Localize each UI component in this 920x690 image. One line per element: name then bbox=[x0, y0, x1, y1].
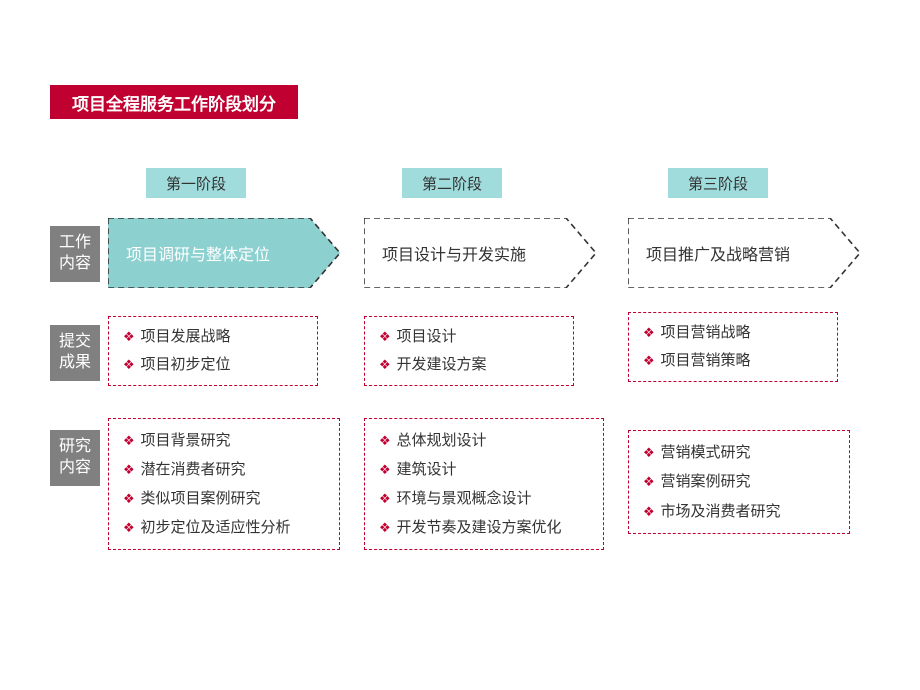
bullet-icon: ❖ bbox=[643, 441, 654, 466]
row-label-line: 内容 bbox=[59, 254, 91, 275]
bullet-icon: ❖ bbox=[123, 353, 134, 377]
research-item: ❖类似项目案例研究 bbox=[123, 484, 339, 513]
deliverable-item: ❖开发建设方案 bbox=[379, 351, 573, 380]
bullet-icon: ❖ bbox=[379, 487, 390, 512]
phase-arrow-text-2: 项目设计与开发实施 bbox=[364, 218, 566, 288]
bullet-icon: ❖ bbox=[379, 458, 390, 483]
bullet-icon: ❖ bbox=[643, 500, 654, 525]
research-text: 市场及消费者研究 bbox=[660, 497, 780, 526]
row-label-line: 成果 bbox=[59, 353, 91, 374]
deliverable-text: 项目营销策略 bbox=[660, 347, 750, 376]
deliverable-box-2: ❖项目设计❖开发建设方案 bbox=[364, 316, 574, 386]
bullet-icon: ❖ bbox=[123, 516, 134, 541]
bullet-icon: ❖ bbox=[123, 487, 134, 512]
research-text: 营销模式研究 bbox=[660, 438, 750, 467]
bullet-icon: ❖ bbox=[123, 325, 134, 349]
bullet-icon: ❖ bbox=[379, 325, 390, 349]
research-item: ❖市场及消费者研究 bbox=[643, 497, 849, 526]
research-text: 初步定位及适应性分析 bbox=[140, 513, 290, 542]
phase-label-3: 第三阶段 bbox=[668, 168, 768, 198]
deliverable-text: 项目发展战略 bbox=[140, 323, 230, 352]
deliverable-item: ❖项目初步定位 bbox=[123, 351, 317, 380]
row-label-line: 研究 bbox=[59, 437, 91, 458]
phase-arrow-text-3: 项目推广及战略营销 bbox=[628, 218, 830, 288]
deliverable-item: ❖项目设计 bbox=[379, 323, 573, 352]
research-item: ❖营销模式研究 bbox=[643, 438, 849, 467]
research-box-3: ❖营销模式研究❖营销案例研究❖市场及消费者研究 bbox=[628, 430, 850, 534]
bullet-icon: ❖ bbox=[379, 516, 390, 541]
phase-label-2: 第二阶段 bbox=[402, 168, 502, 198]
bullet-icon: ❖ bbox=[379, 429, 390, 454]
bullet-icon: ❖ bbox=[643, 470, 654, 495]
research-item: ❖营销案例研究 bbox=[643, 467, 849, 496]
research-text: 项目背景研究 bbox=[140, 426, 230, 455]
row-label-research: 研究内容 bbox=[50, 430, 100, 486]
row-label-line: 内容 bbox=[59, 458, 91, 479]
research-text: 潜在消费者研究 bbox=[140, 455, 245, 484]
row-label-deliverable: 提交成果 bbox=[50, 325, 100, 381]
deliverable-text: 开发建设方案 bbox=[396, 351, 486, 380]
row-label-line: 提交 bbox=[59, 332, 91, 353]
bullet-icon: ❖ bbox=[123, 429, 134, 454]
deliverable-box-3: ❖项目营销战略❖项目营销策略 bbox=[628, 312, 838, 382]
deliverable-text: 项目设计 bbox=[396, 323, 456, 352]
research-text: 建筑设计 bbox=[396, 455, 456, 484]
research-item: ❖建筑设计 bbox=[379, 455, 603, 484]
research-text: 营销案例研究 bbox=[660, 467, 750, 496]
deliverable-text: 项目初步定位 bbox=[140, 351, 230, 380]
research-text: 开发节奏及建设方案优化 bbox=[396, 513, 561, 542]
deliverable-box-1: ❖项目发展战略❖项目初步定位 bbox=[108, 316, 318, 386]
bullet-icon: ❖ bbox=[643, 321, 654, 345]
research-item: ❖项目背景研究 bbox=[123, 426, 339, 455]
research-item: ❖初步定位及适应性分析 bbox=[123, 513, 339, 542]
deliverable-item: ❖项目营销策略 bbox=[643, 347, 837, 376]
phase-arrow-text-1: 项目调研与整体定位 bbox=[108, 218, 310, 288]
bullet-icon: ❖ bbox=[643, 349, 654, 373]
research-text: 环境与景观概念设计 bbox=[396, 484, 531, 513]
research-item: ❖开发节奏及建设方案优化 bbox=[379, 513, 603, 542]
research-text: 类似项目案例研究 bbox=[140, 484, 260, 513]
research-box-2: ❖总体规划设计❖建筑设计❖环境与景观概念设计❖开发节奏及建设方案优化 bbox=[364, 418, 604, 550]
deliverable-item: ❖项目发展战略 bbox=[123, 323, 317, 352]
bullet-icon: ❖ bbox=[379, 353, 390, 377]
row-label-work: 工作内容 bbox=[50, 226, 100, 282]
research-item: ❖总体规划设计 bbox=[379, 426, 603, 455]
bullet-icon: ❖ bbox=[123, 458, 134, 483]
research-item: ❖潜在消费者研究 bbox=[123, 455, 339, 484]
research-item: ❖环境与景观概念设计 bbox=[379, 484, 603, 513]
phase-label-1: 第一阶段 bbox=[146, 168, 246, 198]
slide-title: 项目全程服务工作阶段划分 bbox=[50, 85, 298, 119]
deliverable-text: 项目营销战略 bbox=[660, 319, 750, 348]
row-label-line: 工作 bbox=[59, 233, 91, 254]
research-text: 总体规划设计 bbox=[396, 426, 486, 455]
deliverable-item: ❖项目营销战略 bbox=[643, 319, 837, 348]
research-box-1: ❖项目背景研究❖潜在消费者研究❖类似项目案例研究❖初步定位及适应性分析 bbox=[108, 418, 340, 550]
